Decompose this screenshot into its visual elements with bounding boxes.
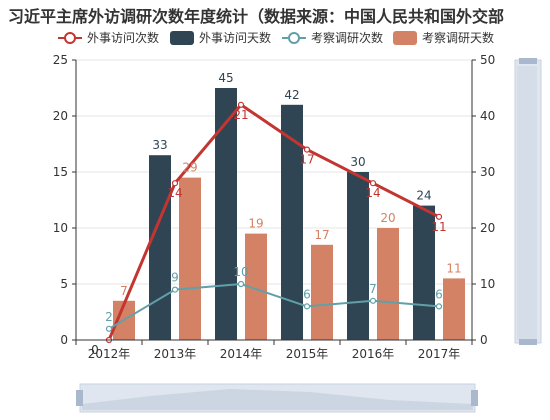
x-tick-label: 2015年 [286,347,329,361]
line-point[interactable] [303,146,311,153]
line-point[interactable] [105,325,113,332]
bar-data-label: 30 [350,155,365,169]
legend-item[interactable]: 外事访问天数 [170,30,271,45]
line-data-label: 21 [233,108,248,122]
y-right-tick-label: 10 [480,277,495,291]
bar-data-label: 42 [284,88,299,102]
legend-item[interactable]: 考察调研次数 [282,30,383,45]
bar-data-label: 24 [416,189,431,203]
bar-data-label: 45 [218,71,233,85]
horizontal-zoom-preview [82,389,473,410]
vertical-zoom-preview [517,66,537,340]
line-data-label: 6 [303,287,311,301]
lines-group [105,101,443,344]
y-left-tick-label: 15 [53,165,68,179]
line-point[interactable] [303,303,311,310]
line-data-label: 2 [105,310,113,324]
horizontal-zoom-handle-left[interactable] [76,390,83,406]
line-data-label: 10 [233,265,248,279]
y-right-tick-label: 20 [480,221,495,235]
line-data-label: 7 [369,282,377,296]
x-tick-label: 2012年 [88,347,131,361]
line-data-label: 14 [365,186,380,200]
vertical-zoom-handle-top[interactable] [519,58,537,64]
line-point[interactable] [435,213,443,220]
line-point[interactable] [435,303,443,310]
bar-data-label: 20 [380,211,395,225]
y-right-tick-label: 30 [480,165,495,179]
line-data-label: 11 [431,220,446,234]
y-left-tick-label: 20 [53,109,68,123]
vertical-zoom-handle-bottom[interactable] [519,339,537,345]
y-left-tick-label: 0 [60,333,68,347]
x-tick-label: 2017年 [418,347,461,361]
y-right-tick-label: 50 [480,53,495,67]
vertical-zoom-slider[interactable] [514,58,542,345]
bar-data-label: 7 [120,284,128,298]
gridlines [76,59,472,341]
line-data-label: 6 [435,287,443,301]
legend-label: 考察调研天数 [422,30,494,45]
bar-data-label: 29 [182,161,197,175]
bar-research-days[interactable] [443,278,465,340]
line-point[interactable] [237,101,245,108]
bar-research-days[interactable] [179,177,201,340]
bar-visit-days[interactable] [281,104,303,340]
line-point[interactable] [369,297,377,304]
line-research-count[interactable] [108,282,440,330]
horizontal-zoom-slider[interactable] [76,383,478,413]
legend-bar-swatch [393,31,417,45]
legend[interactable]: 外事访问次数 外事访问天数 考察调研次数 考察调研天数 [58,30,494,45]
line-point[interactable] [171,286,179,293]
bars-group [113,88,465,340]
line-point[interactable] [369,180,377,187]
legend-label: 外事访问次数 [87,30,159,45]
line-visit-count[interactable] [107,102,440,341]
line-data-label: 17 [299,153,314,167]
line-data-label: 0 [91,343,99,357]
x-tick-label: 2016年 [352,347,395,361]
line-data-label: 9 [171,271,179,285]
x-tick-label: 2013年 [154,347,197,361]
x-tick-label: 2014年 [220,347,263,361]
line-point[interactable] [171,180,179,187]
legend-item[interactable]: 考察调研天数 [393,30,494,45]
line-point[interactable] [237,280,245,288]
bar-visit-days[interactable] [149,155,171,340]
line-data-label: 14 [167,186,182,200]
horizontal-zoom-handle-right[interactable] [471,390,478,406]
y-left-tick-label: 25 [53,53,68,67]
bar-data-label: 11 [446,261,461,275]
y-right-tick-label: 40 [480,109,495,123]
bar-research-days[interactable] [245,233,267,340]
legend-label: 考察调研次数 [311,30,383,45]
bar-visit-days[interactable] [347,172,369,340]
bar-research-days[interactable] [377,228,399,340]
y-left-tick-label: 10 [53,221,68,235]
bar-research-days[interactable] [311,244,333,340]
legend-circle-marker [288,32,300,44]
legend-label: 外事访问天数 [199,30,271,45]
y-right-tick-label: 0 [480,333,488,347]
y-left-tick-label: 5 [60,277,68,291]
bar-visit-days[interactable] [215,88,237,340]
legend-bar-swatch [170,31,194,45]
legend-circle-marker [64,32,76,44]
chart-title: 习近平主席外访调研次数年度统计（数据来源：中国人民共和国外交部 [8,7,504,26]
legend-item[interactable]: 外事访问次数 [58,30,159,45]
bar-data-label: 33 [152,138,167,152]
bar-data-label: 19 [248,217,263,231]
bar-data-label: 17 [314,228,329,242]
